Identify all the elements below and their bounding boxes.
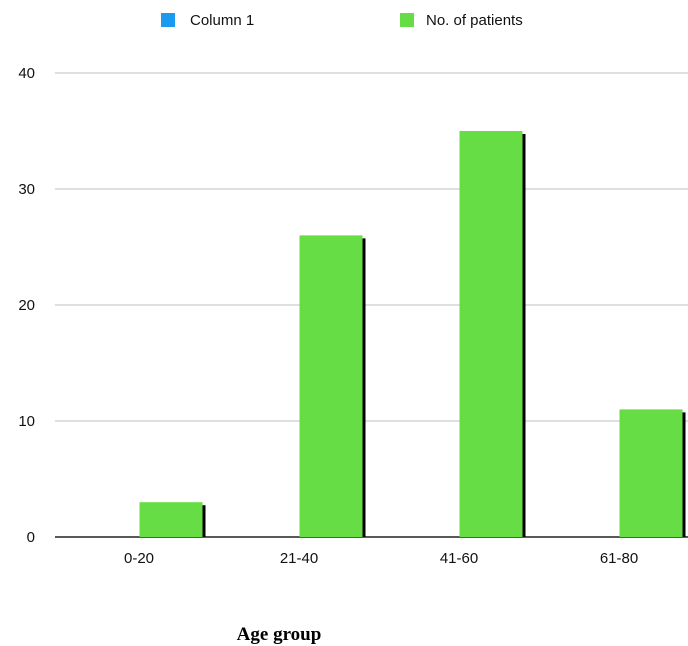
y-tick-label: 10 xyxy=(18,413,35,430)
legend-swatch-no-of-patients xyxy=(400,13,414,27)
bars xyxy=(139,131,686,537)
legend-swatch-column-1 xyxy=(161,13,175,27)
y-axis-tick-labels: 0 10 20 30 40 xyxy=(18,65,35,546)
bar-0-20 xyxy=(139,502,203,537)
x-tick-label: 61-80 xyxy=(600,550,638,567)
y-tick-label: 0 xyxy=(27,529,35,546)
x-tick-label: 21-40 xyxy=(280,550,318,567)
y-tick-label: 20 xyxy=(18,297,35,314)
gridlines xyxy=(55,72,688,538)
y-tick-label: 30 xyxy=(18,181,35,198)
legend-label-column-1: Column 1 xyxy=(190,12,254,29)
y-tick-label: 40 xyxy=(18,65,35,82)
bar-61-80 xyxy=(619,409,683,537)
legend-label-no-of-patients: No. of patients xyxy=(426,12,523,29)
x-tick-label: 0-20 xyxy=(124,550,154,567)
x-tick-label: 41-60 xyxy=(440,550,478,567)
x-axis-label: Age group xyxy=(237,624,322,645)
x-axis-tick-labels: 0-20 21-40 41-60 61-80 xyxy=(124,550,638,567)
chart-legend: Column 1 No. of patients xyxy=(161,12,523,29)
bar-41-60 xyxy=(459,131,523,537)
bar-21-40 xyxy=(299,235,363,537)
